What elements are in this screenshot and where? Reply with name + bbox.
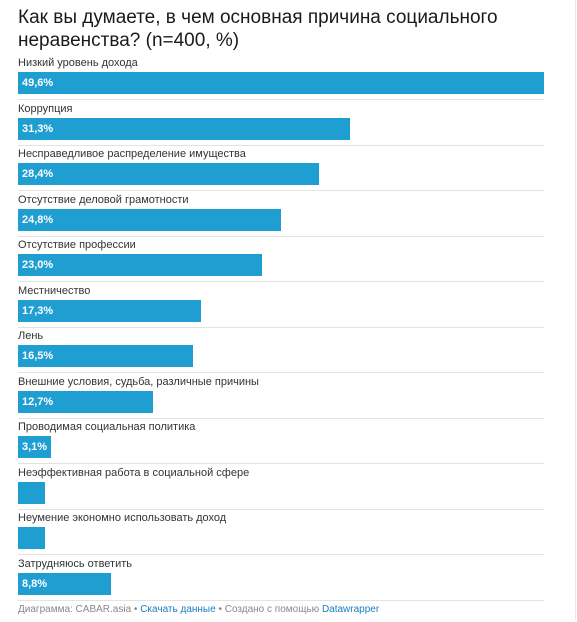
bar [18,209,281,231]
bar-label: Местничество [18,285,91,297]
row-separator [18,372,544,373]
bar [18,72,544,94]
bar-value-label: 8,8% [22,578,48,590]
datawrapper-link[interactable]: Datawrapper [321,604,380,615]
row-separator [18,327,544,328]
row-separator [18,554,544,555]
chart-title: Как вы думаете, в чем основная причина с… [18,7,498,51]
bar-label: Низкий уровень дохода [18,57,138,69]
bar [18,163,319,185]
download-data-link[interactable]: Скачать данные [140,604,216,615]
bar-row: Отсутствие профессии 23,0% [18,238,544,284]
bar-label: Неэффективная работа в социальной сфере [18,467,250,479]
bar [18,118,350,140]
bar-label: Лень [18,330,44,342]
bar-label: Отсутствие деловой грамотности [18,194,189,206]
chart-footer: Диаграмма: CABAR.asia • Скачать данные •… [18,604,379,616]
bar-row: Коррупция 31,3% [18,102,544,148]
bar-value-label: 24,8% [22,214,54,226]
bar-row: Лень 16,5% [18,329,544,375]
footer-source: Диаграмма: CABAR.asia • [18,604,141,615]
bar-row: Низкий уровень дохода 49,6% [18,56,544,102]
bar-value-label: 31,3% [22,123,54,135]
bar-label: Внешние условия, судьба, различные причи… [18,376,259,388]
bar [18,482,45,504]
bar-value-label: 16,5% [22,350,54,362]
bar-label: Несправедливое распределение имущества [18,148,246,160]
bar-label: Отсутствие профессии [18,239,136,251]
bar-value-label: 3,1% [22,441,48,453]
row-separator [18,509,544,510]
bar [18,254,262,276]
bar-label: Затрудняюсь ответить [18,558,133,570]
row-separator [18,99,544,100]
bar-row: Несправедливое распределение имущества 28… [18,147,544,193]
bar [18,391,153,413]
bar [18,345,193,367]
bar-value-label: 49,6% [22,77,54,89]
bar-label: Неумение экономно использовать доход [18,512,227,524]
bar-row: Затрудняюсь ответить 8,8% [18,557,544,603]
footer-made-with: • Создано с помощью [215,604,322,615]
bar-row: Неэффективная работа в социальной сфере [18,466,544,512]
row-separator [18,145,544,146]
bar-row: Отсутствие деловой грамотности 24,8% [18,193,544,239]
bar [18,573,111,595]
bar [18,300,201,322]
row-separator [18,463,544,464]
row-separator [18,281,544,282]
bar-value-label: 17,3% [22,305,54,317]
row-separator [18,236,544,237]
bar [18,436,51,458]
bar-value-label: 28,4% [22,168,54,180]
bar-row: Внешние условия, судьба, различные причи… [18,375,544,421]
row-separator [18,600,544,601]
bar-row: Местничество 17,3% [18,284,544,330]
bar-row: Неумение экономно использовать доход [18,511,544,557]
row-separator [18,418,544,419]
bar-label: Коррупция [18,103,73,115]
bar-row: Проводимая социальная политика 3,1% [18,420,544,466]
row-separator [18,190,544,191]
bar [18,527,45,549]
bar-value-label: 12,7% [22,396,54,408]
bar-value-label: 23,0% [22,259,54,271]
bar-label: Проводимая социальная политика [18,421,196,433]
